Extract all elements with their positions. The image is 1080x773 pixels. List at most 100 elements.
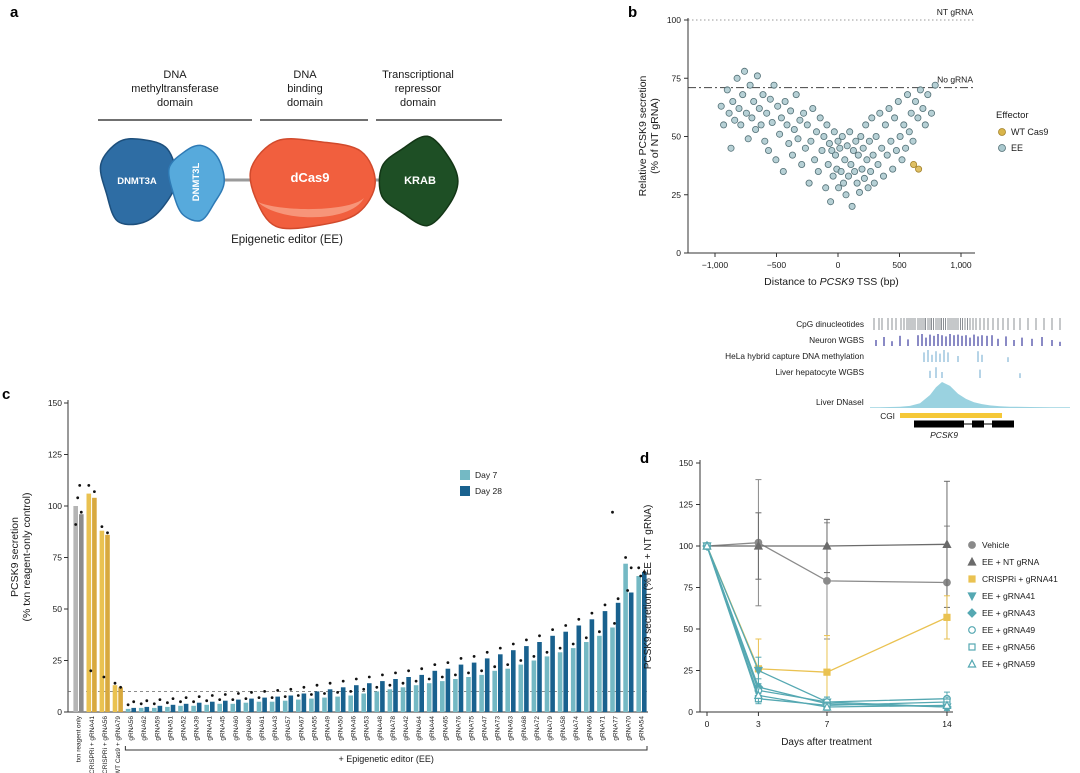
x-category-label: gRNA58	[560, 716, 567, 741]
scatter-point	[727, 144, 735, 152]
bar-day7	[440, 681, 445, 712]
series-marker	[823, 576, 831, 585]
x-category-label: gRNA68	[521, 716, 528, 741]
series-line	[706, 545, 948, 708]
x-category-label: gRNA54	[639, 716, 646, 741]
bar-day7	[335, 696, 340, 712]
replicate-dot	[564, 624, 568, 627]
replicate-dot	[577, 617, 581, 621]
bar-day7	[505, 668, 510, 712]
x-category-label: gRNA70	[626, 716, 633, 741]
scatter-point	[862, 121, 870, 129]
y-tick-label: 25	[672, 190, 682, 200]
replicate-dot	[493, 665, 497, 669]
replicate-dot	[106, 531, 109, 535]
replicate-dot	[179, 700, 182, 704]
replicate-dot	[532, 655, 536, 658]
scatter-point	[772, 156, 780, 164]
replicate-dot	[166, 701, 169, 705]
replicate-dot	[336, 691, 339, 694]
scatter-point	[870, 179, 878, 187]
x-category-label: txn reagent only	[76, 715, 83, 762]
x-category-label: gRNA76	[455, 716, 462, 741]
dnmt3a-label: DNMT3A	[117, 176, 157, 187]
bar-day7	[243, 702, 249, 712]
legend-entry-label: Vehicle	[982, 540, 1010, 550]
bar-day7	[99, 530, 105, 712]
scatter-point	[828, 146, 836, 154]
x-category-label: gRNA59	[154, 716, 161, 741]
x-category-label: gRNA39	[194, 716, 201, 741]
scatter-point	[725, 109, 733, 117]
scatter-point	[779, 167, 787, 175]
series-line	[707, 543, 948, 547]
x-tick-label: 0	[705, 719, 710, 729]
replicate-dot	[192, 700, 196, 704]
scatter-point	[757, 121, 765, 129]
y-axis-label-line2: (% txn reagent-only control)	[21, 493, 33, 622]
scatter-point	[735, 105, 743, 113]
bar-day7	[178, 705, 183, 712]
scatter-point	[800, 109, 808, 117]
scatter-point	[812, 128, 820, 136]
series-marker	[942, 539, 952, 548]
series-line	[706, 542, 948, 584]
scatter-point	[905, 128, 913, 136]
x-category-label: gRNA62	[141, 716, 148, 741]
scatter-point	[849, 146, 857, 154]
scatter-point	[717, 102, 725, 110]
x-category-label: gRNA66	[586, 716, 593, 741]
scatter-point	[910, 160, 918, 168]
panel-c-bar-chart: 0 25 50 75 100 125 150 PCSK9 secretion (% txn re…	[9, 398, 648, 773]
replicate-dot	[598, 630, 601, 634]
bar-day28	[498, 654, 503, 712]
scatter-point	[865, 137, 873, 145]
bar-day28	[118, 687, 123, 712]
group3-label-line2: repressor	[395, 83, 442, 95]
replicate-dot	[401, 681, 405, 685]
bar-day7	[557, 652, 563, 712]
legend-marker	[998, 128, 1006, 136]
replicate-dot	[302, 685, 306, 689]
y-tick-label: 0	[676, 248, 681, 258]
x-category-label: gRNA46	[351, 716, 358, 741]
scatter-point	[748, 114, 756, 122]
scatter-point	[843, 142, 851, 150]
y-tick-label: 75	[672, 73, 682, 83]
scatter-point	[842, 191, 850, 199]
scatter-point	[753, 72, 761, 80]
bar-day7	[479, 674, 484, 712]
domain-group-labels: DNA methyltransferase domain DNA binding…	[131, 69, 454, 109]
replicate-dot	[341, 679, 345, 683]
scatter-point	[801, 144, 809, 152]
bar-day28	[301, 693, 307, 712]
reference-line-label: No gRNA	[937, 75, 973, 85]
bar-day7	[73, 506, 78, 712]
bar-day28	[406, 677, 411, 712]
x-axis-label: Days after treatment	[781, 737, 872, 748]
y-tick-label: 100	[48, 501, 62, 511]
scatter-point	[825, 139, 833, 147]
replicate-dot	[394, 671, 397, 675]
legend-entry-label: EE + gRNA56	[982, 642, 1035, 652]
scatter-point	[909, 137, 917, 145]
series-marker	[943, 613, 951, 621]
bar-day28	[471, 662, 477, 712]
bar-day7	[426, 683, 432, 712]
scatter-point	[796, 116, 804, 124]
y-tick-label: 50	[672, 132, 682, 142]
x-category-label: gRNA65	[442, 716, 449, 741]
x-category-label: CRISPRi + gRNA56	[102, 716, 109, 773]
replicate-dot	[126, 703, 130, 707]
scatter-point	[853, 179, 861, 187]
scatter-point	[816, 114, 824, 122]
bar-day28	[314, 691, 320, 712]
scatter-point	[770, 81, 778, 89]
bar-day28	[92, 497, 97, 712]
legend-entry-label: EE + gRNA41	[982, 591, 1035, 601]
scatter-point	[794, 135, 802, 143]
bar-day7	[269, 701, 275, 712]
scatter-point	[761, 137, 769, 145]
scatter-point	[723, 86, 731, 94]
scatter-point	[774, 102, 782, 110]
